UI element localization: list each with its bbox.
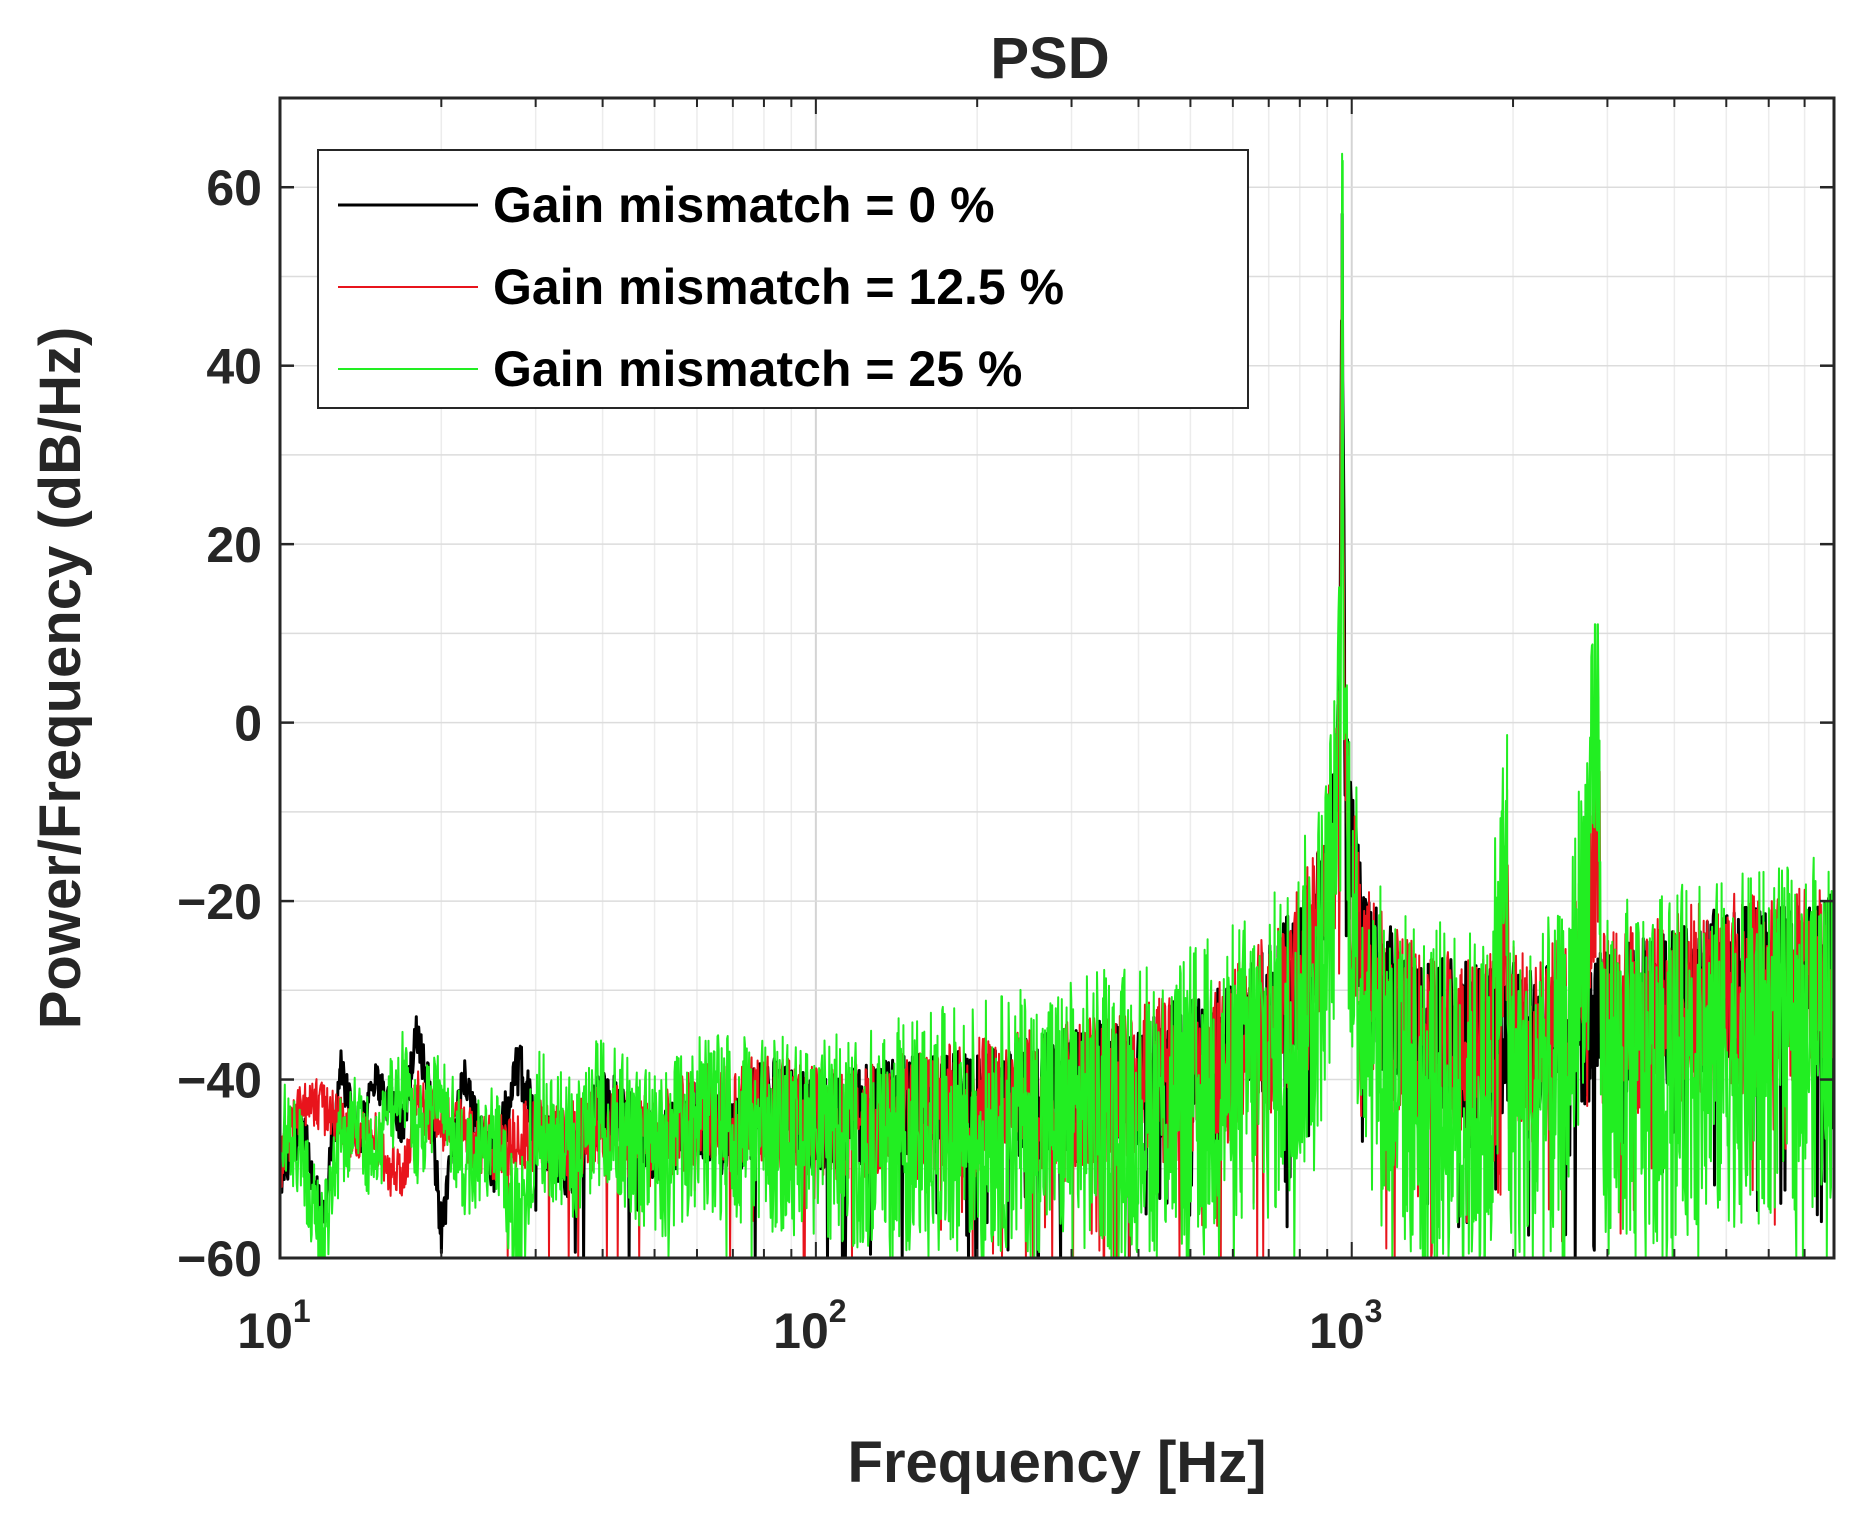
- legend-label: Gain mismatch = 12.5 %: [493, 259, 1064, 315]
- legend-label: Gain mismatch = 0 %: [493, 177, 995, 233]
- chart-title: PSD: [990, 26, 1109, 91]
- legend-box: [317, 149, 1249, 409]
- y-tick-label: −60: [177, 1231, 262, 1287]
- y-axis-label: Power/Frequency (dB/Hz): [28, 327, 93, 1030]
- legend: Gain mismatch = 0 % Gain mismatch = 12.5 …: [317, 149, 1249, 409]
- plot-area: [279, 152, 1836, 1260]
- x-tick-label: 103: [1309, 1293, 1382, 1359]
- y-tick-label: 40: [206, 339, 262, 395]
- y-tick-label: −40: [177, 1053, 262, 1109]
- y-tick-label: 0: [234, 696, 262, 752]
- y-tick-label: 60: [206, 160, 262, 216]
- axis-ticks: 60 40 20 0 −20 −40 −60 101 102 103: [177, 98, 1834, 1359]
- series-line: [279, 152, 1835, 1259]
- x-tick-label: 101: [237, 1293, 310, 1359]
- legend-label: Gain mismatch = 25 %: [493, 341, 1022, 397]
- y-tick-label: −20: [177, 874, 262, 930]
- axes-box: [278, 96, 1836, 1260]
- x-axis-label: Frequency [Hz]: [848, 1430, 1267, 1495]
- x-tick-label: 102: [773, 1293, 846, 1359]
- y-tick-label: 20: [206, 517, 262, 573]
